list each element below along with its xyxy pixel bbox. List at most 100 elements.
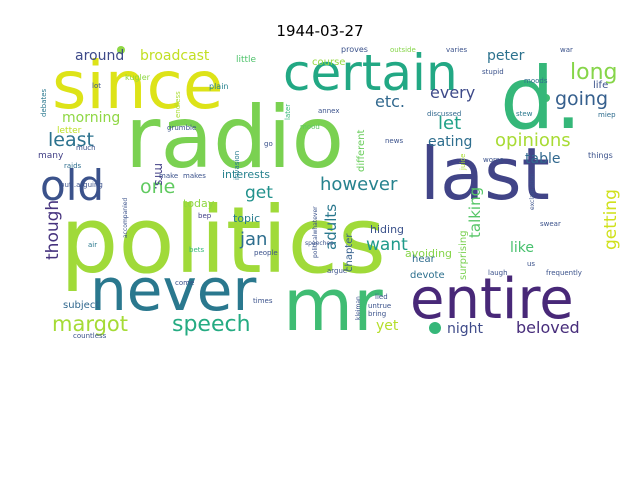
word: debates: [40, 88, 48, 117]
word: course: [312, 57, 345, 68]
word: every: [430, 83, 475, 102]
word: miep: [598, 111, 616, 119]
word: people: [254, 249, 278, 257]
word: today: [183, 197, 215, 210]
word: lied: [375, 293, 388, 301]
word: later: [284, 104, 292, 120]
word: politics: [60, 187, 386, 294]
word: lot: [92, 82, 101, 90]
word: outside: [390, 46, 416, 54]
word: certain: [283, 44, 458, 102]
dot: [429, 322, 441, 334]
word: least: [48, 129, 94, 151]
word: like: [510, 240, 534, 256]
word: morning: [62, 110, 120, 126]
word: entire: [410, 267, 574, 332]
word: air: [88, 241, 97, 249]
dot: [117, 46, 125, 54]
word: make: [159, 172, 178, 180]
word: hear: [412, 254, 436, 265]
word: devote: [410, 270, 445, 281]
word: moods: [524, 77, 548, 85]
word: different: [356, 129, 367, 172]
word: frequently: [546, 269, 582, 277]
word: topic: [233, 212, 260, 225]
word: times: [253, 297, 273, 305]
word: go: [264, 140, 273, 148]
word: getting: [601, 189, 621, 250]
word: us: [527, 260, 535, 268]
word: hiding: [370, 223, 404, 236]
word: long: [570, 60, 617, 85]
word: exclamation: [529, 173, 536, 210]
dot: [542, 94, 550, 102]
word: bring: [368, 310, 386, 318]
word: come: [175, 279, 194, 287]
word: laugh: [488, 269, 508, 277]
word: last: [420, 132, 550, 216]
word: bets: [189, 246, 204, 254]
word: old: [40, 161, 104, 210]
word: night: [447, 321, 484, 337]
word: bep: [198, 212, 212, 220]
word: adults: [322, 204, 340, 250]
word: war: [560, 46, 573, 54]
word: worse: [483, 156, 504, 164]
word: accompanied: [122, 198, 129, 238]
word: never: [90, 256, 256, 324]
word: makes: [183, 172, 206, 180]
word: discussed: [427, 110, 461, 118]
word: though: [43, 200, 63, 260]
word: going: [555, 88, 608, 110]
word: interests: [222, 168, 270, 181]
word: little: [236, 55, 257, 65]
word: stew: [516, 110, 533, 118]
word: politicalwhatever: [312, 206, 319, 258]
word: argue: [327, 267, 347, 275]
word: life: [593, 80, 608, 91]
word: one: [140, 176, 175, 198]
word: untrue: [368, 302, 391, 310]
word: varies: [446, 46, 468, 54]
word: speeches: [305, 240, 333, 247]
word: grumble: [167, 124, 196, 132]
word: raids: [64, 162, 82, 170]
word: eating: [428, 134, 472, 150]
word: yet: [376, 318, 399, 334]
word: proves: [341, 45, 368, 54]
word: let: [438, 113, 461, 134]
word: endless: [174, 91, 182, 118]
word: around: [75, 48, 124, 64]
page-title: 1944-03-27: [276, 22, 364, 40]
word: kleiman: [355, 296, 362, 320]
word: swear: [540, 220, 561, 228]
word: kugler: [125, 73, 151, 82]
word: beloved: [516, 318, 580, 337]
word: much: [76, 144, 96, 152]
word: peter: [487, 48, 525, 64]
word: opinions: [495, 130, 571, 151]
word: but..arguing: [60, 181, 103, 189]
word: many: [38, 151, 64, 161]
word: table: [525, 151, 560, 167]
word: since: [52, 47, 223, 124]
word: plain: [209, 82, 229, 91]
word: countless: [73, 332, 107, 340]
word: stupid: [482, 68, 504, 76]
word: d.: [500, 49, 582, 149]
word: jan: [239, 229, 267, 250]
word: avoiding: [405, 247, 452, 260]
word: mr: [283, 263, 383, 347]
word: margot: [52, 312, 128, 336]
word: surprising: [458, 230, 469, 280]
word: chapter: [344, 233, 355, 272]
word: radio: [125, 88, 344, 188]
word: letter: [57, 126, 82, 136]
word: annex: [318, 107, 340, 115]
word: invasion: [233, 151, 241, 180]
word: talking: [466, 187, 484, 238]
word: things: [588, 151, 613, 160]
word: subject: [63, 300, 99, 311]
word: news: [385, 137, 403, 145]
